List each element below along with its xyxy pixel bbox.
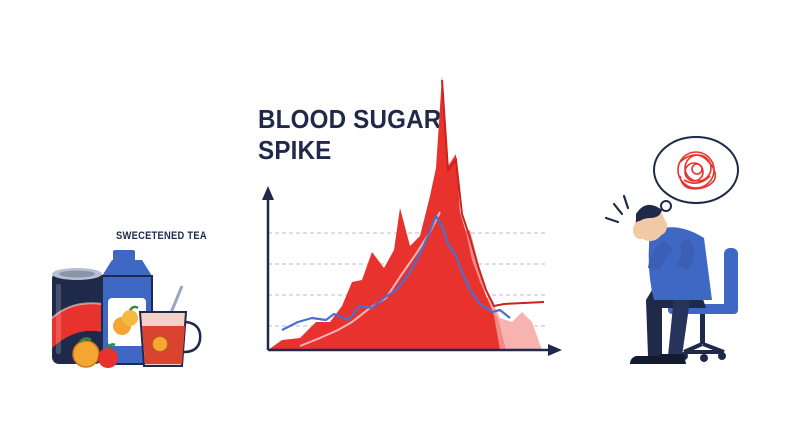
spike-ridge-line: [441, 79, 545, 308]
stress-marks-icon: [604, 194, 630, 224]
drinks-group: [51, 250, 202, 368]
spike-chart: [262, 76, 562, 356]
soda-can-icon: [51, 268, 103, 364]
sweetened-tea-label: SWECETENED TEA: [116, 230, 207, 242]
chart-title-line-2: SPIKE: [258, 135, 332, 165]
spike-main-area: [268, 76, 500, 350]
thought-bubble-icon: [653, 136, 739, 222]
chart-title-line-1: BLOOD SUGAR: [258, 104, 442, 134]
scribble-icon: [677, 151, 717, 190]
tea-glass-icon: [138, 285, 202, 367]
glucose-line: [281, 214, 511, 331]
stressed-person-icon: [630, 204, 712, 364]
chart-axes: [262, 186, 562, 356]
fruit-icon: [72, 337, 118, 368]
stressed-person-group: [604, 136, 739, 364]
chart-title: BLOOD SUGAR SPIKE: [258, 104, 441, 166]
